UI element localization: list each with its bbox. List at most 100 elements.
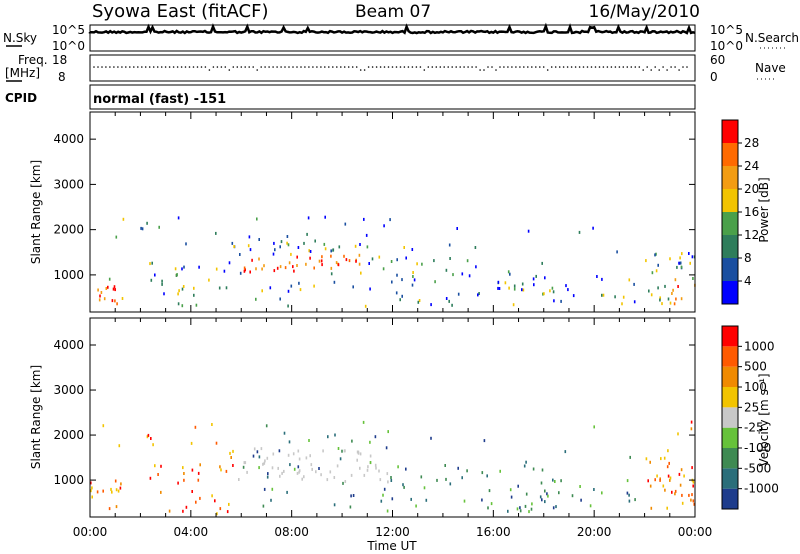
freq-point <box>427 66 430 68</box>
range-cell <box>466 469 468 473</box>
range-cell <box>350 494 352 498</box>
range-cell <box>313 284 315 288</box>
colorbar-swatch <box>722 166 738 189</box>
range-cell <box>320 259 323 263</box>
freq-point <box>435 66 438 68</box>
x-tick-label: 20:00 <box>577 525 612 539</box>
range-cell <box>387 480 389 484</box>
range-cell <box>691 493 693 497</box>
freq-point <box>686 66 688 68</box>
freq-point <box>272 66 274 68</box>
range-cell <box>405 256 407 260</box>
range-cell <box>567 288 569 292</box>
range-cell <box>430 303 432 307</box>
range-cell <box>296 264 298 267</box>
range-cell <box>258 455 261 459</box>
freq-point <box>347 66 350 68</box>
colorbar-swatch <box>722 326 738 347</box>
range-cell <box>151 261 153 265</box>
range-cell <box>157 473 159 476</box>
range-cell <box>456 227 458 230</box>
range-cell <box>108 507 111 511</box>
freq-point <box>228 69 231 71</box>
range-cell <box>677 432 679 436</box>
range-cell <box>266 456 269 460</box>
range-cell <box>305 456 308 460</box>
range-cell <box>286 490 288 494</box>
freq-point <box>491 66 493 68</box>
range-cell <box>366 468 369 472</box>
x-tick-label: 00:00 <box>73 525 108 539</box>
range-cell <box>225 286 228 290</box>
range-cell <box>256 450 259 454</box>
y-tick-label: 1000 <box>53 268 84 282</box>
freq-point <box>638 66 641 68</box>
range-cell <box>651 271 654 275</box>
range-cell <box>243 266 246 270</box>
range-cell <box>140 226 142 230</box>
range-cell <box>230 456 232 459</box>
freq-point <box>511 66 513 68</box>
range-cell <box>592 226 594 230</box>
range-cell <box>299 288 302 292</box>
colorbar-tick-label: -500 <box>744 461 771 475</box>
range-cell <box>251 258 253 262</box>
range-cell <box>262 504 265 508</box>
range-cell <box>181 304 184 308</box>
range-cell <box>396 258 398 262</box>
freq-point <box>204 66 207 68</box>
range-cell <box>509 272 511 276</box>
range-cell <box>158 225 160 229</box>
freq-point <box>133 66 135 68</box>
power-colorbar: 4 8 12 16 20 24 28 <box>721 119 759 305</box>
range-cell <box>225 469 228 473</box>
freq-point <box>268 66 270 68</box>
range-cell <box>303 241 305 245</box>
range-cell <box>290 284 293 288</box>
range-cell <box>113 285 116 289</box>
range-cell <box>220 468 222 472</box>
range-cell <box>614 295 616 299</box>
range-cell <box>669 478 671 482</box>
range-cell <box>524 504 527 508</box>
freq-point <box>674 66 676 68</box>
range-cell <box>468 274 471 278</box>
freq-point <box>403 66 406 68</box>
range-cell <box>679 483 682 487</box>
range-cell <box>463 499 466 503</box>
range-cell <box>669 301 672 305</box>
freq-point <box>340 66 342 68</box>
range-cell <box>410 497 412 501</box>
range-cell <box>688 493 690 497</box>
range-cell <box>519 509 522 513</box>
range-cell <box>314 239 316 243</box>
range-cell <box>356 458 358 462</box>
range-cell <box>678 472 681 476</box>
range-cell <box>280 240 283 244</box>
freq-point <box>113 66 115 68</box>
range-cell <box>434 280 436 284</box>
range-cell <box>149 476 152 480</box>
range-cell <box>111 490 113 494</box>
range-cell <box>649 460 651 464</box>
range-cell <box>292 452 295 456</box>
range-cell <box>385 446 388 450</box>
range-cell <box>510 495 513 499</box>
range-cell <box>218 286 221 290</box>
freq-point <box>507 66 509 68</box>
noise-panel-frame <box>89 24 696 52</box>
range-cell <box>308 249 310 253</box>
colorbar-swatch <box>722 488 738 509</box>
freq-point <box>495 69 497 71</box>
range-cell <box>626 479 629 483</box>
range-cell <box>90 481 92 485</box>
noise-left-tick-high: 10^5 <box>52 23 85 37</box>
range-cell <box>481 498 483 502</box>
range-cell <box>338 245 341 249</box>
range-cell <box>249 270 251 274</box>
range-cell <box>466 259 469 263</box>
colorbar-swatch <box>722 366 738 387</box>
x-tick-labels: 00:00 04:00 08:00 12:00 16:00 20:00 00:00 <box>73 525 713 539</box>
range-cell <box>96 490 99 494</box>
range-cell <box>119 486 122 490</box>
